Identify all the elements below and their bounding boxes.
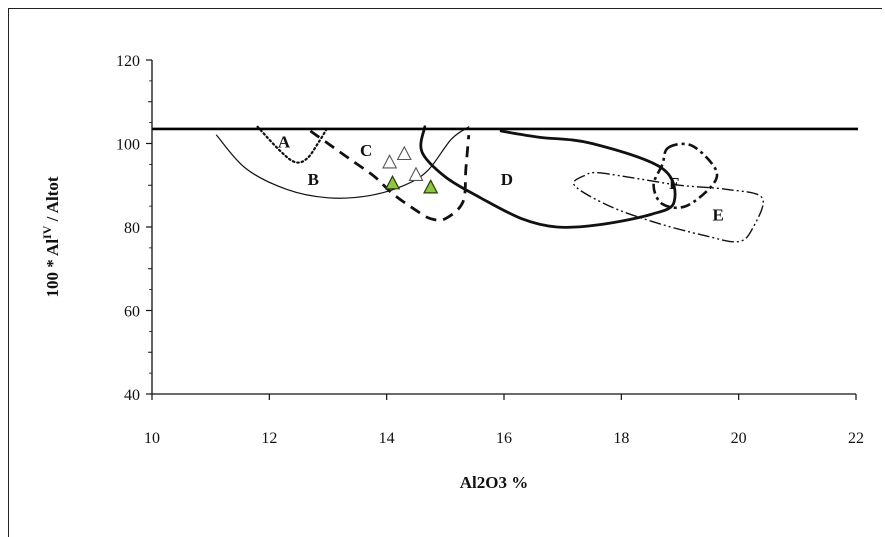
region-b-outline (215, 126, 470, 199)
filled-triangle-point (423, 179, 439, 194)
region-a-outline (256, 125, 330, 164)
y-axis-title-superscript: IV (40, 225, 54, 239)
x-tick-label: 22 (848, 430, 864, 447)
region-d-outline (419, 125, 677, 229)
region-label-b: B (308, 170, 319, 189)
plot-area: AB C D E F (152, 125, 858, 243)
axes (151, 60, 856, 395)
y-tick-label: 100 (116, 137, 140, 154)
region-f-outline (652, 142, 719, 210)
y-tick-label: 60 (124, 304, 140, 321)
filled-triangle-point (384, 174, 401, 190)
x-tick-label: 14 (379, 430, 395, 447)
y-axis-title-main: 100 * Al (43, 239, 62, 298)
region-label-c: C (360, 141, 372, 160)
region-label-d: D (501, 170, 513, 189)
tick-labels: 40 60 80 100 120 10 12 14 16 18 20 22 (116, 53, 864, 447)
region-label-e: E (712, 205, 723, 224)
y-axis-title-rest: / Altot (43, 176, 62, 225)
region-e-outline (572, 171, 764, 243)
region-c-outline (309, 129, 471, 222)
x-tick-label: 16 (496, 430, 512, 447)
region-label-f: F (669, 174, 679, 193)
x-tick-label: 18 (613, 430, 629, 447)
x-tick-label: 12 (261, 430, 277, 447)
x-tick-label: 20 (731, 430, 747, 447)
x-axis-title: Al2O3 % (460, 473, 528, 492)
y-tick-label: 40 (124, 387, 140, 404)
y-tick-label: 80 (124, 220, 140, 237)
open-triangle-point (382, 154, 398, 169)
figure-frame (8, 8, 882, 537)
open-triangle-point (408, 166, 424, 181)
region-label-a: A (278, 132, 291, 151)
y-tick-label: 120 (116, 53, 140, 70)
y-axis-title: 100 * AlIV / Altot (40, 176, 62, 297)
open-triangle-point (396, 145, 412, 161)
x-tick-label: 10 (144, 430, 160, 447)
